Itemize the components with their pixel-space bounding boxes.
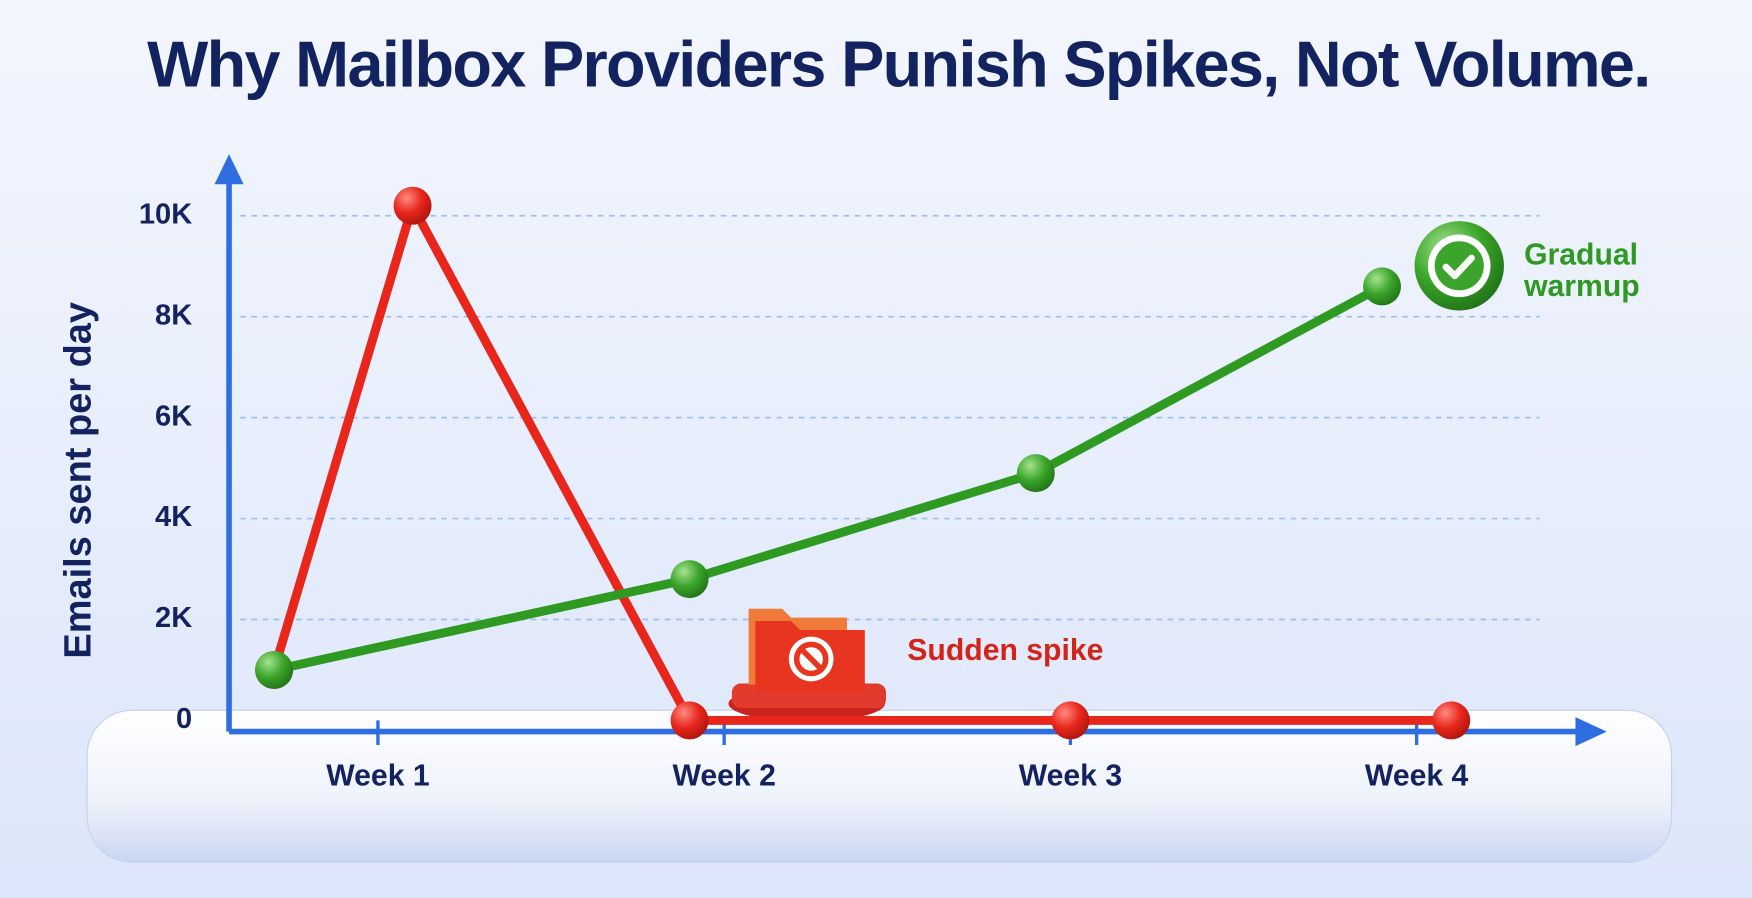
data-point xyxy=(1016,454,1055,493)
data-point xyxy=(255,650,294,689)
y-axis-arrow xyxy=(214,154,244,185)
axes xyxy=(214,154,1607,747)
x-tick-label: Week 1 xyxy=(326,759,429,792)
y-axis-label: Emails sent per day xyxy=(57,302,99,659)
check-core xyxy=(1434,241,1484,291)
data-point xyxy=(1051,701,1090,740)
series-line xyxy=(269,281,1387,675)
grid: 0 2K 4K 6K 8K 10K Week 1 Week 2 Week 3 Week 4 xyxy=(139,198,1540,792)
y-tick-label: 2K xyxy=(155,602,192,634)
y-tick-label: 10K xyxy=(139,198,192,230)
ban-slash xyxy=(799,646,824,672)
chart-title: Why Mailbox Providers Punish Spikes, Not… xyxy=(147,27,1650,100)
data-point xyxy=(1363,267,1402,306)
check-mark xyxy=(1442,254,1475,280)
data-point xyxy=(670,701,709,740)
y-tick-label: 6K xyxy=(155,400,192,432)
platform xyxy=(86,709,1673,863)
y-tick-label: 0 xyxy=(176,703,192,735)
spike-label: Sudden spike xyxy=(907,633,1104,667)
x-tick-label: Week 3 xyxy=(1019,759,1122,792)
x-tick-label: Week 4 xyxy=(1365,759,1469,792)
y-tick-label: 8K xyxy=(155,299,192,331)
icons xyxy=(728,221,1504,722)
data-point xyxy=(393,186,432,225)
data-point xyxy=(670,560,709,599)
plot xyxy=(255,186,1471,740)
data-point xyxy=(1432,701,1471,740)
x-tick-label: Week 2 xyxy=(672,759,775,792)
ban-ring xyxy=(793,641,829,677)
x-axis-arrow xyxy=(1575,717,1607,747)
y-tick-label: 4K xyxy=(155,501,192,533)
warmup-label: Gradual warmup xyxy=(1524,237,1640,303)
